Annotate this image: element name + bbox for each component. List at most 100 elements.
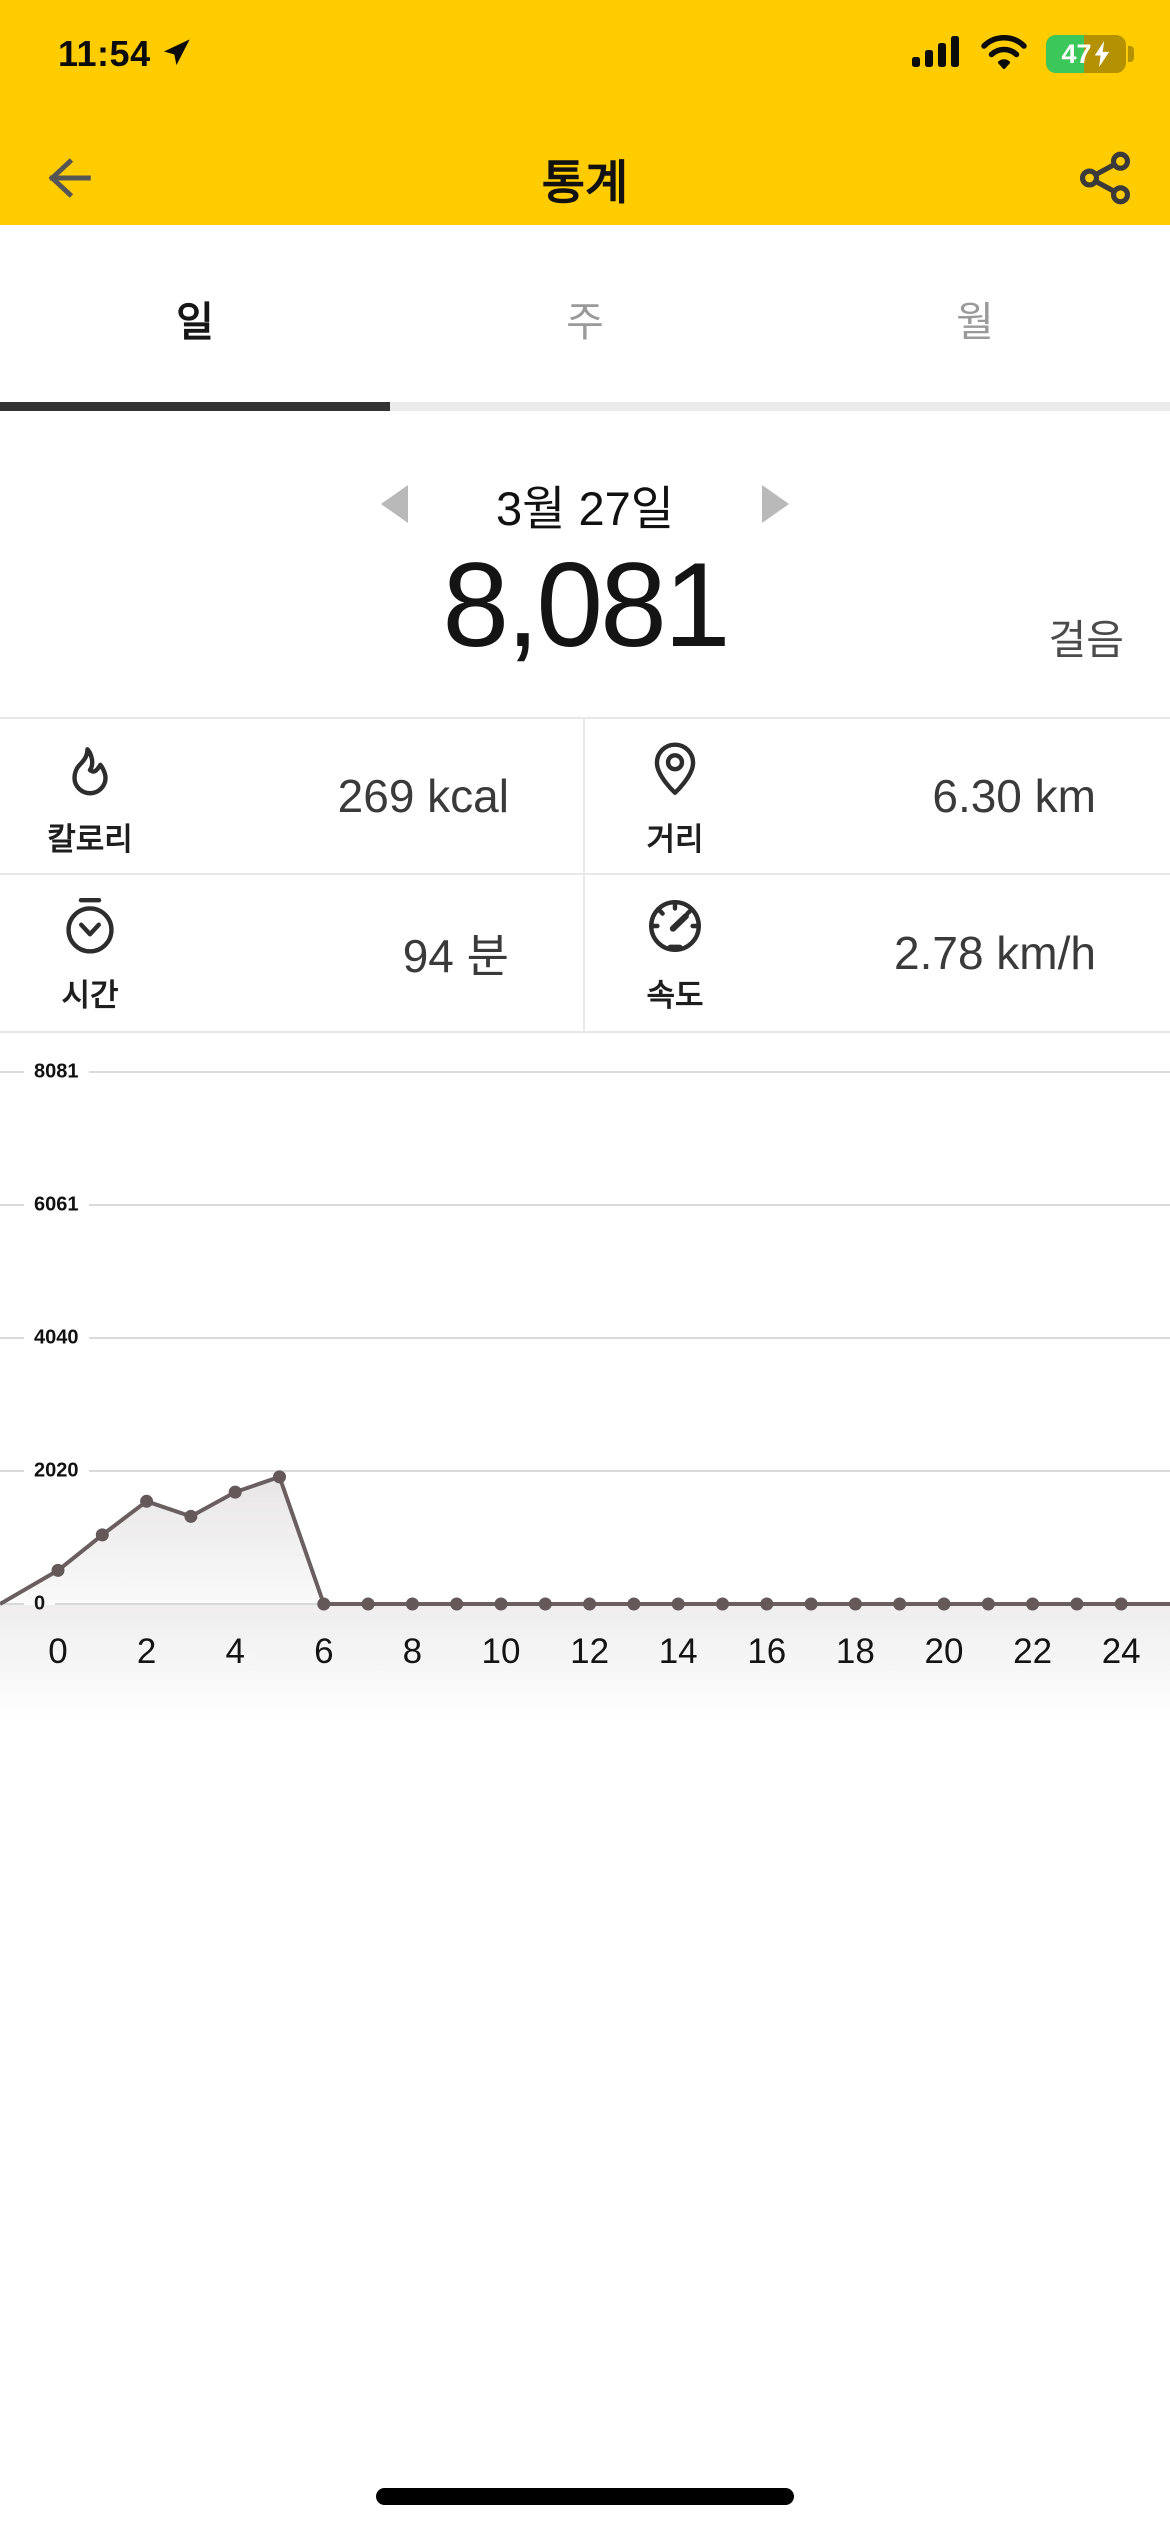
y-axis-tick-label: 8081 bbox=[24, 1060, 89, 1084]
battery-charging-icon: 47 bbox=[1046, 35, 1126, 73]
header: 통계 bbox=[0, 136, 1170, 220]
y-axis-tick-label: 6061 bbox=[24, 1193, 89, 1217]
chart-point-hour-10 bbox=[494, 1597, 508, 1611]
tab-track bbox=[0, 402, 1170, 411]
chart-point-hour-1 bbox=[95, 1528, 109, 1542]
bolt-icon bbox=[1094, 41, 1109, 67]
chart-point-hour-7 bbox=[361, 1597, 375, 1611]
x-axis-tick-label: 8 bbox=[402, 1632, 423, 1671]
chart-point-hour-18 bbox=[848, 1597, 862, 1611]
steps-unit: 걸음 bbox=[1048, 617, 1124, 663]
x-axis-tick-label: 22 bbox=[1013, 1632, 1053, 1671]
date-navigation: 3월 27일 bbox=[0, 452, 1170, 556]
tab-0[interactable]: 일 bbox=[176, 299, 214, 345]
x-axis-tick-label: 10 bbox=[481, 1632, 521, 1671]
status-right: 47 bbox=[910, 34, 1134, 75]
stat-cell-2: 시간 94 분 bbox=[0, 875, 585, 1031]
chart-point-hour-24 bbox=[1114, 1597, 1128, 1611]
gridline: 2020 bbox=[0, 1459, 1170, 1483]
stat-label: 거리 bbox=[646, 822, 704, 857]
next-day-button[interactable] bbox=[752, 474, 798, 534]
x-axis-tick-label: 12 bbox=[570, 1632, 610, 1671]
stat-label: 속도 bbox=[646, 978, 704, 1013]
chart-point-hour-4 bbox=[228, 1485, 242, 1499]
share-icon bbox=[1079, 151, 1131, 205]
chart-point-hour-6 bbox=[317, 1597, 331, 1611]
x-axis-tick-label: 14 bbox=[658, 1632, 698, 1671]
gridline: 4040 bbox=[0, 1326, 1170, 1350]
stat-cell-0: 칼로리 269 kcal bbox=[0, 719, 585, 875]
chart-point-hour-22 bbox=[1026, 1597, 1040, 1611]
stat-cell-3: 속도 2.78 km/h bbox=[585, 875, 1170, 1031]
date-label: 3월 27일 bbox=[496, 481, 674, 535]
steps-summary: 8,081 걸음 bbox=[0, 538, 1170, 710]
prev-day-button[interactable] bbox=[372, 474, 418, 534]
tab-2[interactable]: 월 bbox=[956, 299, 994, 345]
steps-value: 8,081 bbox=[442, 538, 730, 672]
battery-cap bbox=[1128, 46, 1134, 62]
chart-area-fill bbox=[0, 1476, 1170, 1604]
stat-value: 6.30 km bbox=[932, 770, 1096, 822]
battery-text: 47 bbox=[1046, 39, 1126, 70]
share-button[interactable] bbox=[1070, 143, 1140, 213]
clock-time: 11:54 bbox=[58, 33, 151, 74]
pin-icon bbox=[644, 739, 706, 806]
stat-cell-1: 거리 6.30 km bbox=[585, 719, 1170, 875]
stats-grid: 칼로리 269 kcal 거리 6.30 km 시간 94 분 속도 2.78 km/h bbox=[0, 717, 1170, 1033]
chart-point-hour-5 bbox=[273, 1470, 286, 1484]
chart-point-hour-11 bbox=[538, 1597, 552, 1611]
back-arrow-icon bbox=[48, 158, 91, 198]
chart-point-hour-13 bbox=[627, 1597, 641, 1611]
flame-icon bbox=[59, 739, 121, 806]
gauge-icon bbox=[644, 895, 706, 962]
steps-chart: 80816061404020200024681012141618202224 bbox=[0, 1050, 1170, 1723]
chart-point-hour-14 bbox=[671, 1597, 685, 1611]
gridline: 8081 bbox=[0, 1060, 1170, 1084]
x-axis-tick-label: 16 bbox=[747, 1632, 787, 1671]
y-axis-tick-label: 2020 bbox=[24, 1459, 89, 1483]
stat-label: 시간 bbox=[61, 978, 119, 1013]
chart-point-hour-9 bbox=[450, 1597, 464, 1611]
location-arrow-icon bbox=[161, 36, 193, 73]
home-indicator[interactable] bbox=[376, 2488, 794, 2505]
battery-percent: 47 bbox=[1061, 38, 1092, 69]
stat-identity: 속도 bbox=[615, 895, 735, 1015]
status-left: 11:54 bbox=[58, 33, 193, 75]
chart-point-hour-8 bbox=[405, 1597, 419, 1611]
chart-point-hour-12 bbox=[583, 1597, 597, 1611]
stat-identity: 칼로리 bbox=[30, 739, 150, 859]
chart-point-hour-16 bbox=[760, 1597, 774, 1611]
chart-point-hour-21 bbox=[981, 1597, 995, 1611]
chart-baseline-fade bbox=[0, 1605, 1170, 1723]
active-tab-underline bbox=[0, 402, 390, 411]
chart-plot bbox=[0, 1470, 1170, 1611]
gridline: 6061 bbox=[0, 1193, 1170, 1217]
stat-value: 269 kcal bbox=[337, 770, 509, 822]
x-axis-tick-label: 24 bbox=[1101, 1632, 1141, 1671]
x-axis-tick-label: 2 bbox=[136, 1632, 157, 1671]
x-axis-tick-label: 4 bbox=[225, 1632, 245, 1671]
stat-value: 2.78 km/h bbox=[894, 927, 1096, 979]
chart-point-hour-15 bbox=[716, 1597, 729, 1611]
timer-icon bbox=[59, 895, 121, 962]
top-bar: 11:54 bbox=[0, 0, 1170, 225]
cellular-signal-icon bbox=[910, 35, 962, 74]
wifi-icon bbox=[980, 34, 1028, 75]
battery-fill bbox=[1046, 35, 1084, 73]
y-axis-tick-label: 4040 bbox=[24, 1326, 89, 1350]
tab-1[interactable]: 주 bbox=[566, 299, 604, 345]
chevron-right-icon bbox=[761, 485, 789, 523]
x-axis-tick-label: 20 bbox=[924, 1632, 964, 1671]
chevron-left-icon bbox=[381, 485, 409, 523]
status-bar: 11:54 bbox=[0, 22, 1170, 86]
chart-point-hour-3 bbox=[184, 1509, 198, 1523]
stat-value: 94 분 bbox=[402, 930, 509, 982]
stat-label: 칼로리 bbox=[47, 822, 133, 857]
chart-point-hour-0 bbox=[51, 1563, 65, 1577]
stat-identity: 거리 bbox=[615, 739, 735, 859]
back-button[interactable] bbox=[30, 143, 100, 213]
chart-point-hour-2 bbox=[140, 1494, 154, 1508]
chart-point-hour-20 bbox=[937, 1597, 951, 1611]
